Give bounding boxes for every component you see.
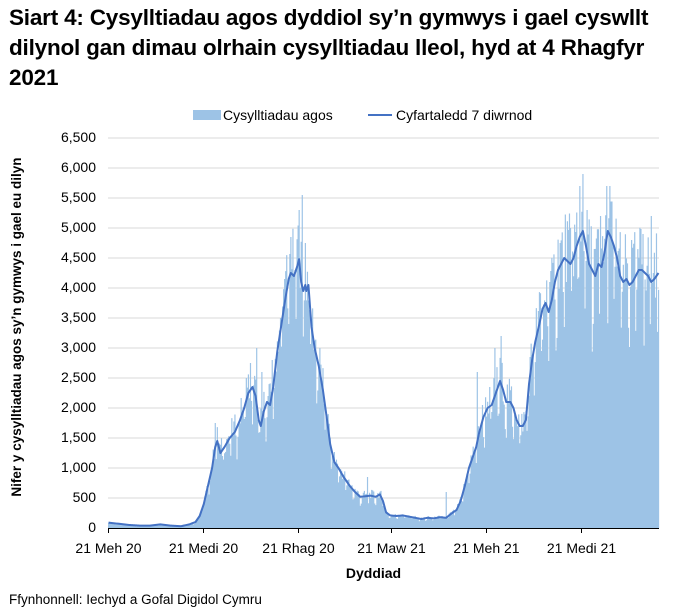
y-tick-label: 1,500 xyxy=(60,429,96,445)
legend-line-label: Cyfartaledd 7 diwrnod xyxy=(396,107,533,123)
y-tick-label: 5,000 xyxy=(60,219,96,235)
x-tick-label: 21 Meh 20 xyxy=(75,540,142,556)
legend-item-bars: Cysylltiadau agos xyxy=(193,105,333,125)
y-tick-label: 2,500 xyxy=(60,369,96,385)
y-tick-label: 0 xyxy=(88,519,96,535)
y-tick-label: 6,500 xyxy=(60,129,96,145)
bar-swatch-icon xyxy=(193,110,221,120)
y-tick-label: 6,000 xyxy=(60,159,96,175)
line-swatch-icon xyxy=(368,114,392,116)
x-tick-label: 21 Meh 21 xyxy=(453,540,520,556)
x-axis-line xyxy=(108,528,659,533)
y-tick-label: 1,000 xyxy=(60,459,96,475)
x-tick-label: 21 Rhag 20 xyxy=(262,540,335,556)
y-tick-label: 5,500 xyxy=(60,189,96,205)
legend-bar-label: Cysylltiadau agos xyxy=(223,107,333,123)
y-tick-label: 3,000 xyxy=(60,339,96,355)
x-tick-label: 21 Maw 21 xyxy=(357,540,426,556)
y-tick-label: 4,000 xyxy=(60,279,96,295)
chart-title: Siart 4: Cysylltiadau agos dyddiol sy’n … xyxy=(9,5,649,90)
moving-average-line xyxy=(108,230,660,528)
y-tick-label: 2,000 xyxy=(60,399,96,415)
y-tick-label: 3,500 xyxy=(60,309,96,325)
legend-item-line: Cyfartaledd 7 diwrnod xyxy=(368,105,532,125)
bar-series xyxy=(108,174,660,528)
x-tick-label: 21 Medi 21 xyxy=(546,540,617,556)
y-tick-label: 4,500 xyxy=(60,249,96,265)
y-tick-label: 500 xyxy=(72,489,96,505)
legend: Cysylltiadau agos Cyfartaledd 7 diwrnod xyxy=(0,105,677,125)
x-tick-label: 21 Medi 20 xyxy=(168,540,239,556)
x-axis-label: Dyddiad xyxy=(345,565,402,581)
source-note: Ffynhonnell: Iechyd a Gofal Digidol Cymr… xyxy=(9,592,262,607)
